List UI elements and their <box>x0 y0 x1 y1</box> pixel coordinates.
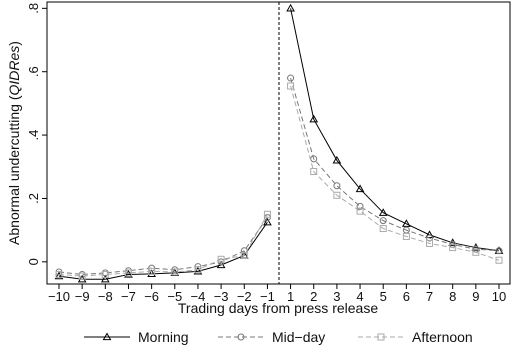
data-point <box>148 267 156 275</box>
data-point <box>217 255 225 263</box>
data-point <box>402 219 411 227</box>
x-tick-label: −4 <box>191 289 206 304</box>
x-tick-label: 6 <box>403 289 410 304</box>
data-point <box>355 184 365 193</box>
data-point <box>356 202 364 210</box>
x-tick-label: −9 <box>75 289 90 304</box>
data-point <box>194 266 202 274</box>
x-tick-label: −7 <box>121 289 136 304</box>
legend-label: Afternoon <box>412 329 473 345</box>
data-point <box>124 269 133 278</box>
x-tick-label: −10 <box>48 289 70 304</box>
x-tick-label: 8 <box>449 289 456 304</box>
data-point <box>54 271 64 280</box>
y-tick-label: .4 <box>26 130 41 141</box>
data-point <box>426 239 434 247</box>
data-point <box>495 256 503 264</box>
y-tick-label: .8 <box>26 3 41 14</box>
data-point <box>356 207 364 215</box>
x-tick-label: −5 <box>167 289 182 304</box>
series-line-post <box>290 77 500 252</box>
data-point <box>100 274 110 283</box>
series-line-pre <box>58 217 268 275</box>
series-line-pre <box>58 221 268 280</box>
data-point <box>287 74 295 82</box>
data-point <box>379 225 387 233</box>
x-tick-label: −1 <box>260 289 275 304</box>
data-point <box>379 217 387 225</box>
data-point <box>101 270 109 278</box>
data-point <box>263 217 272 226</box>
y-axis-title-prefix: Abnormal undercutting ( <box>6 95 22 245</box>
legend-item: Afternoon <box>358 329 473 345</box>
data-point <box>332 155 342 164</box>
legend-swatch-marker <box>237 333 245 341</box>
series-square <box>55 82 503 280</box>
data-point <box>472 248 480 256</box>
legend-swatch-marker <box>377 333 385 341</box>
series-line-post <box>290 85 500 261</box>
y-tick-label: .6 <box>26 66 41 77</box>
x-tick-label: −6 <box>144 289 159 304</box>
y-axis-title: Abnormal undercutting (QIDRes) <box>6 41 22 245</box>
legend-swatch-marker <box>102 332 112 341</box>
data-point <box>193 266 203 275</box>
x-tick-label: 9 <box>472 289 479 304</box>
data-point <box>286 3 295 12</box>
x-tick-label: 7 <box>426 289 433 304</box>
y-axis-title-measure: QIDRes <box>6 46 22 96</box>
x-tick-label: 10 <box>492 289 506 304</box>
series-line-pre <box>58 214 268 277</box>
x-tick-label: 4 <box>356 289 363 304</box>
x-tick-label: −8 <box>98 289 113 304</box>
x-tick-label: 1 <box>287 289 294 304</box>
data-point <box>333 191 341 199</box>
x-tick-label: 5 <box>380 289 387 304</box>
x-tick-label: 2 <box>310 289 317 304</box>
y-axis: 0 .2 .4 .6 .8 <box>26 3 47 265</box>
series-layer <box>54 3 504 283</box>
data-point <box>124 269 132 277</box>
data-point <box>310 168 318 176</box>
data-point <box>78 272 86 280</box>
data-point <box>426 234 434 242</box>
data-point <box>378 208 388 216</box>
x-tick-label: −2 <box>237 289 252 304</box>
data-point <box>147 269 156 277</box>
data-point <box>240 251 248 259</box>
y-tick-label: .2 <box>26 193 41 204</box>
legend-label: Morning <box>138 329 189 345</box>
x-tick-label: −3 <box>214 289 229 304</box>
x-axis-title: Trading days from press release <box>178 300 378 316</box>
data-point <box>449 244 457 252</box>
data-point <box>263 210 271 218</box>
legend: Morning Mid−day Afternoon <box>84 329 473 345</box>
data-point <box>495 247 503 255</box>
data-point <box>402 232 410 240</box>
legend-label: Mid−day <box>272 329 325 345</box>
series-line-post <box>290 8 500 252</box>
data-point <box>287 82 295 90</box>
data-point <box>309 114 319 123</box>
data-point <box>333 182 341 190</box>
legend-item: Mid−day <box>218 329 325 345</box>
legend-item: Morning <box>84 329 189 345</box>
data-point <box>425 230 434 239</box>
x-axis: −10 −9 −8 −7 −6 −5 −4 −3 −2 −1 1 2 3 4 5 6 7 8 9 10 <box>48 284 506 304</box>
y-tick-label: 0 <box>26 258 41 265</box>
y-axis-title-suffix: ) <box>6 41 22 46</box>
x-tick-label: 3 <box>333 289 340 304</box>
data-point <box>55 270 63 278</box>
data-point <box>171 268 179 276</box>
